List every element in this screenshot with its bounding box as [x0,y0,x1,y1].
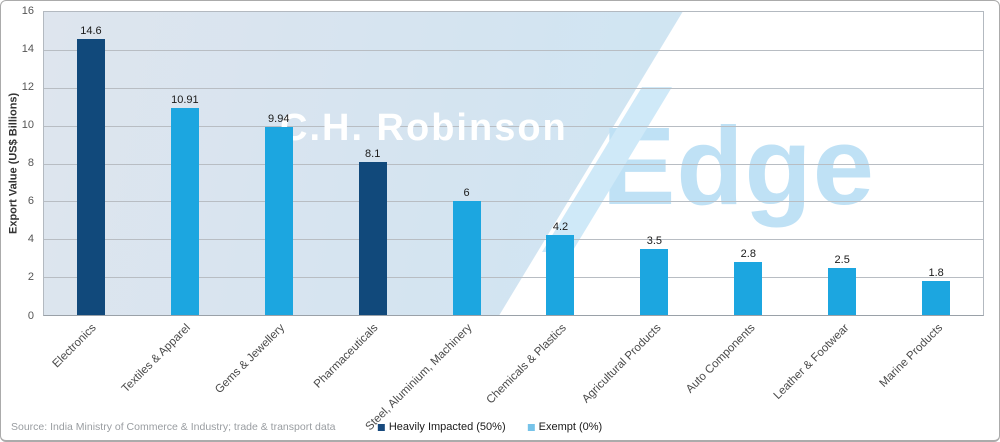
x-tick-label: Agricultural Products [579,322,664,406]
y-tick-label: 12 [21,80,34,93]
x-tick-label: Pharmaceuticals [312,322,381,391]
gridlines [44,12,983,315]
bar [358,161,387,315]
gridline [44,49,983,51]
x-tick-label: Leather & Footwear [771,322,852,402]
y-tick-label: 16 [21,4,34,17]
bars-container: 14.6 10.91 9.94 8.1 6 4.2 3.5 2.8 2.5 1.8 [44,12,983,315]
bar-slot: 2.8 [701,12,795,315]
gridline [44,277,983,279]
bar [264,126,293,315]
gridline [44,87,983,89]
x-tick-label: Textiles & Apparel [119,322,193,396]
y-axis-ticks: 0 2 4 6 8 10 12 14 16 [1,5,38,322]
y-tick-label: 0 [27,309,34,322]
bar [170,108,199,315]
legend: Heavily Impacted (50%) Exempt (0%) [377,421,603,433]
legend-label: Exempt (0%) [538,421,603,433]
bar-slot: 2.5 [795,12,889,315]
legend-item: Exempt (0%) [527,421,603,433]
x-tick-label: Electronics [50,322,99,371]
bar [828,267,857,315]
y-tick-label: 10 [21,118,34,131]
x-tick-label: Steel, Aluminium, Machinery [363,322,475,434]
x-tick-label: Chemicals & Plastics [484,322,570,407]
y-tick-label: 8 [27,157,34,169]
legend-swatch-icon [377,423,385,431]
bar-value-label: 8.1 [365,147,381,160]
bar [922,280,951,315]
bar-slot: 9.94 [232,12,326,315]
bar-value-label: 1.8 [928,266,944,279]
bar-value-label: 6 [463,187,470,200]
legend-swatch-icon [527,423,535,431]
bar-value-label: 4.2 [552,221,569,234]
source-note: Source: India Ministry of Commerce & Ind… [11,421,336,433]
plot-area: Edge C.H. Robinson 14.6 10.91 9.94 8.1 6 4.2 3… [43,11,984,316]
chart-footer: Source: India Ministry of Commerce & Ind… [1,418,999,433]
bar [640,248,669,315]
x-tick-label: Marine Products [877,322,946,390]
y-tick-label: 14 [21,42,34,55]
gridline [44,239,983,241]
bar-value-label: 14.6 [80,24,102,37]
y-tick-label: 2 [27,271,34,284]
y-tick-label: 6 [27,195,34,208]
y-tick-label: 4 [27,233,34,246]
legend-item: Heavily Impacted (50%) [377,421,506,433]
bar-slot: 6 [420,12,514,315]
bar [546,235,575,315]
gridline [44,125,983,127]
x-tick-label: Auto Components [683,322,758,396]
bar [76,38,105,315]
bar-value-label: 10.91 [171,94,199,107]
bar-value-label: 3.5 [646,234,663,247]
bar-slot: 3.5 [607,12,701,315]
bar [734,261,763,315]
watermark-chrobinson-text: C.H. Robinson [280,107,568,149]
bar-slot: 1.8 [889,12,983,315]
legend-label: Heavily Impacted (50%) [388,421,506,433]
bar-slot: 14.6 [44,12,138,315]
gridline [44,201,983,203]
bar-slot: 10.91 [138,12,232,315]
gridline [44,163,983,165]
bar-slot: 8.1 [326,12,420,315]
watermark-edge-text: Edge [602,105,875,228]
bar-slot: 4.2 [514,12,608,315]
x-tick-label: Gems & Jewellery [212,322,287,397]
bar [452,201,481,315]
bar-value-label: 2.5 [834,253,850,266]
bar-value-label: 2.8 [740,247,756,260]
bar-value-label: 9.94 [268,112,290,125]
